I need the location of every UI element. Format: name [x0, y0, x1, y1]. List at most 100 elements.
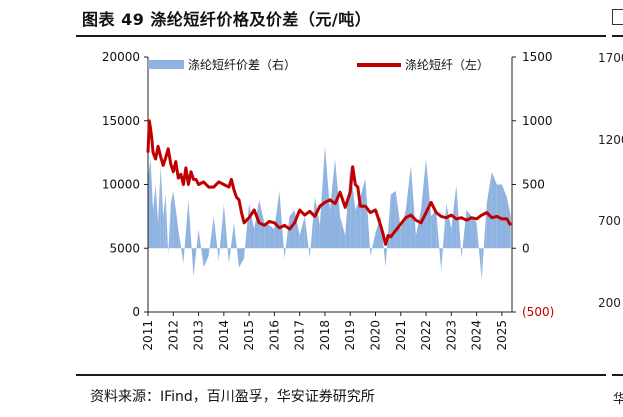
spread-area-segment — [461, 210, 467, 259]
right-axis-tick-label: (500) — [522, 305, 554, 319]
next-panel-tick-label: 700 — [598, 214, 621, 228]
spread-area-segment — [340, 216, 346, 249]
spread-area-segment — [395, 190, 401, 249]
right-axis-tick-label: 1500 — [522, 50, 553, 64]
price-line-series — [146, 119, 512, 246]
spread-area-segment — [476, 222, 482, 281]
spread-area-segment — [279, 190, 285, 259]
spread-area-segment — [168, 203, 171, 255]
spread-area-segment — [335, 159, 341, 249]
spread-area-segment — [355, 197, 361, 249]
spread-area-segment — [471, 216, 477, 249]
spread-area-segment — [289, 210, 295, 249]
spread-area-segment — [183, 199, 189, 264]
spread-area-segment — [264, 222, 270, 249]
left-axis-tick-label: 20000 — [102, 50, 140, 64]
left-axis-tick-label: 15000 — [102, 114, 140, 128]
legend-label-spread: 涤纶短纤价差（右） — [188, 57, 296, 72]
left-axis-tick-label: 5000 — [109, 241, 140, 255]
next-panel-source-char: 华 — [613, 392, 623, 407]
price-line — [146, 119, 512, 246]
next-panel-rule — [612, 35, 623, 37]
spread-area-segment — [198, 229, 204, 268]
spread-area-segment — [501, 184, 507, 249]
x-axis-tick-label: 2011 — [141, 320, 155, 351]
spread-area-segment — [203, 248, 209, 268]
x-axis-tick-label: 2018 — [318, 320, 332, 351]
spread-area-segment — [324, 146, 330, 249]
x-axis-tick-label: 2023 — [444, 320, 458, 351]
spread-area-segment — [155, 184, 159, 249]
spread-area-segment — [400, 210, 406, 249]
spread-area-segment — [213, 216, 219, 261]
spread-area-segment — [239, 248, 245, 268]
spread-area-segment — [274, 190, 280, 249]
spread-area-segment — [233, 222, 239, 268]
spread-area-segment — [304, 216, 310, 259]
spread-area-segment — [208, 216, 214, 256]
spread-area-segment — [244, 203, 250, 259]
spread-area-segment — [153, 184, 156, 249]
legend: 涤纶短纤价差（右） 涤纶短纤（左） — [148, 57, 489, 72]
spread-area-segment — [165, 194, 169, 255]
next-panel-bottom-rule — [612, 374, 623, 376]
left-axis-tick-label: 0 — [132, 305, 140, 319]
axes: 0 5000 10000 15000 20000 (500) 0 500 1000 1500 201… — [102, 50, 554, 351]
spread-area-segment — [390, 190, 396, 249]
x-axis-tick-label: 2012 — [166, 320, 180, 351]
source-note: 资料来源：IFind，百川盈孚，华安证券研究所 — [90, 389, 375, 405]
x-axis-tick-label: 2021 — [394, 320, 408, 351]
x-axis-tick-label: 2015 — [242, 320, 256, 351]
right-axis-tick-label: 0 — [522, 241, 530, 255]
legend-swatch-spread — [148, 60, 184, 69]
spread-area-segment — [314, 197, 320, 249]
spread-area-segment — [148, 159, 151, 249]
spread-area-segment — [486, 171, 492, 249]
spread-area-segment — [421, 159, 427, 249]
spread-area-segment — [415, 210, 421, 249]
x-axis-tick-label: 2022 — [419, 320, 433, 351]
spread-area-segment — [345, 165, 351, 249]
spread-area-segment — [405, 165, 411, 249]
spread-area-segment — [254, 199, 260, 249]
spread-area-segment — [160, 165, 164, 249]
spread-area-segment — [365, 178, 371, 256]
spread-area-segment — [360, 178, 366, 249]
spread-area-segment — [431, 210, 437, 249]
spread-area-segment — [319, 146, 325, 249]
left-axis-tick-label: 10000 — [102, 178, 140, 192]
spread-area-segment — [173, 190, 179, 249]
spread-area-segment — [466, 210, 472, 249]
spread-area-segment — [456, 184, 462, 259]
x-axis-tick-label: 2019 — [343, 320, 357, 351]
spread-area-segment — [150, 159, 154, 249]
next-panel-tick-label: 1700 — [598, 51, 623, 65]
spread-area-segment — [491, 171, 497, 249]
spread-area-segment — [188, 199, 194, 277]
x-axis-tick-label: 2024 — [470, 320, 484, 351]
spread-area-segment — [223, 203, 229, 264]
spread-area-segment — [481, 203, 487, 281]
spread-area-segment — [385, 194, 391, 268]
spread-area-segment — [158, 165, 161, 249]
legend-label-price: 涤纶短纤（左） — [405, 57, 489, 72]
spread-area-segment — [193, 229, 199, 277]
x-axis-tick-label: 2020 — [369, 320, 383, 351]
chart-title: 图表 49 涤纶短纤价格及价差（元/吨） — [82, 10, 372, 29]
x-axis-tick-label: 2016 — [267, 320, 281, 351]
next-panel-tick-label: 1200 — [598, 133, 623, 147]
spread-area-segment — [269, 225, 275, 249]
spread-area-segment — [436, 210, 442, 272]
x-axis-tick-label: 2014 — [217, 320, 231, 351]
next-panel-tick-label: 200 — [598, 296, 621, 310]
spread-area-series — [148, 146, 511, 281]
spread-area-segment — [446, 203, 452, 249]
footer-rule — [76, 374, 606, 376]
spread-area-segment — [426, 159, 432, 249]
x-axis-tick-label: 2013 — [192, 320, 206, 351]
spread-area-segment — [441, 203, 447, 272]
right-axis-tick-label: 1000 — [522, 114, 553, 128]
x-axis-tick-label: 2025 — [495, 320, 509, 351]
spread-area-segment — [309, 197, 315, 259]
